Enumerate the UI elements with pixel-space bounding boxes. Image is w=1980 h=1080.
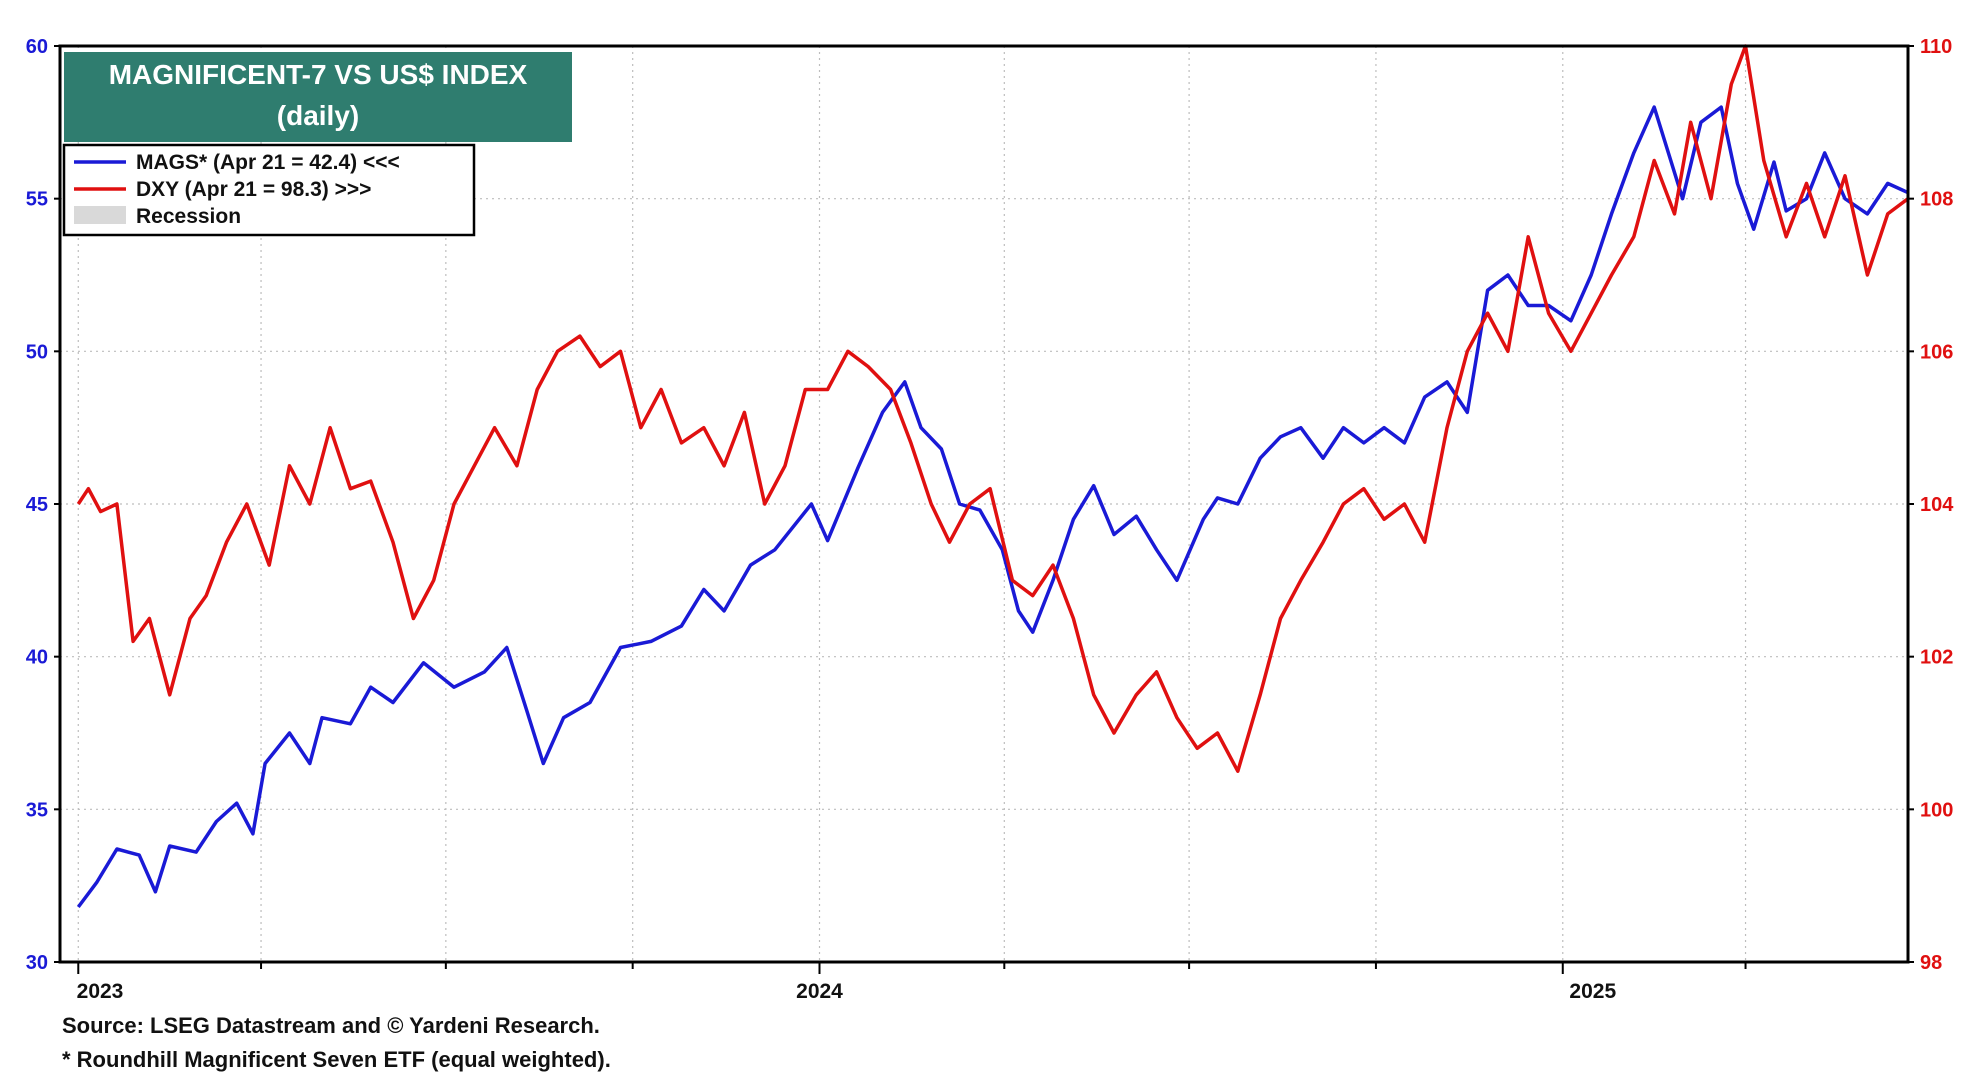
legend-label-dxy: DXY (Apr 21 = 98.3) >>> (136, 178, 371, 201)
plot-frame (58, 44, 1910, 964)
right-tick-label: 108 (1920, 189, 1953, 211)
left-tick-label: 35 (26, 799, 48, 821)
legend: MAGS* (Apr 21 = 42.4) <<< DXY (Apr 21 = … (62, 143, 476, 237)
source-note: Source: LSEG Datastream and © Yardeni Re… (62, 1013, 600, 1038)
axis-layer: 30 35 40 45 50 55 60 98 100 102 104 106 108 110 2023 20… (26, 36, 1954, 1003)
right-tick-label: 98 (1920, 952, 1942, 974)
chart-subtitle: (daily) (277, 100, 359, 131)
left-tick-label: 30 (26, 952, 48, 974)
left-tick-label: 50 (26, 341, 48, 363)
left-tick-label: 60 (26, 36, 48, 58)
left-tick-label: 55 (26, 189, 48, 211)
grid-layer (60, 46, 1908, 962)
legend-label-recession: Recession (136, 205, 241, 228)
x-tick-label: 2025 (1569, 980, 1616, 1003)
legend-label-mags: MAGS* (Apr 21 = 42.4) <<< (136, 151, 400, 174)
series-line-mags (76, 105, 1909, 909)
right-tick-label: 102 (1920, 647, 1953, 669)
legend-frame (62, 143, 476, 237)
title-box: MAGNIFICENT-7 VS US$ INDEX (daily) (64, 52, 572, 142)
left-tick-label: 45 (26, 494, 48, 516)
right-tick-label: 104 (1920, 494, 1954, 516)
title-background (64, 52, 572, 142)
series-line-dxy (76, 44, 1910, 773)
footnote: * Roundhill Magnificent Seven ETF (equal… (62, 1047, 611, 1072)
right-tick-label: 110 (1920, 36, 1952, 58)
legend-swatch-recession (74, 206, 126, 224)
x-tick-label: 2024 (796, 980, 843, 1003)
chart-title: MAGNIFICENT-7 VS US$ INDEX (109, 59, 528, 90)
right-tick-label: 100 (1920, 799, 1953, 821)
series-layer (76, 44, 1910, 909)
left-tick-label: 40 (26, 647, 48, 669)
right-tick-label: 106 (1920, 341, 1953, 363)
x-tick-label: 2023 (77, 980, 124, 1003)
